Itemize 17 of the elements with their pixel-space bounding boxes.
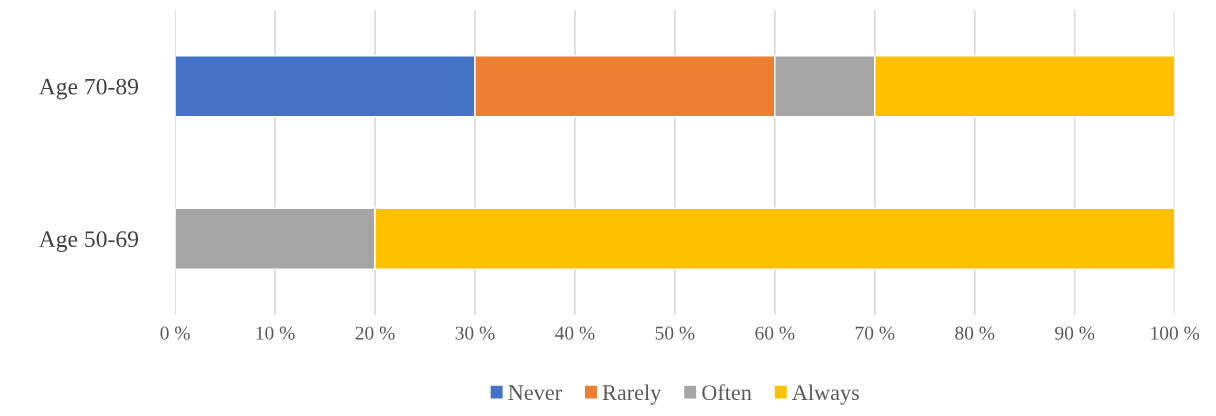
x-tick-label: 80 %: [955, 326, 995, 340]
x-tick-label: 0 %: [160, 326, 190, 340]
x-tick-label: 90 %: [1055, 326, 1095, 340]
y-tick-label: Age 70-89: [38, 78, 139, 100]
y-tick-label: Age 50-69: [38, 231, 139, 252]
x-tick-label: 60 %: [755, 326, 795, 340]
legend-label: Rarely: [602, 384, 662, 405]
x-tick-label: 10 %: [256, 326, 295, 340]
x-tick-label: 20 %: [355, 326, 395, 340]
x-tick-label: 50 %: [655, 326, 695, 340]
legend-label: Often: [702, 384, 752, 401]
x-tick-label: 30 %: [455, 326, 495, 340]
x-tick-label: 100 %: [1151, 326, 1200, 340]
legend-label: Never: [508, 385, 562, 401]
legend-label: Always: [792, 384, 859, 405]
x-tick-label: 70 %: [855, 326, 895, 340]
x-tick-label: 40 %: [555, 326, 595, 340]
